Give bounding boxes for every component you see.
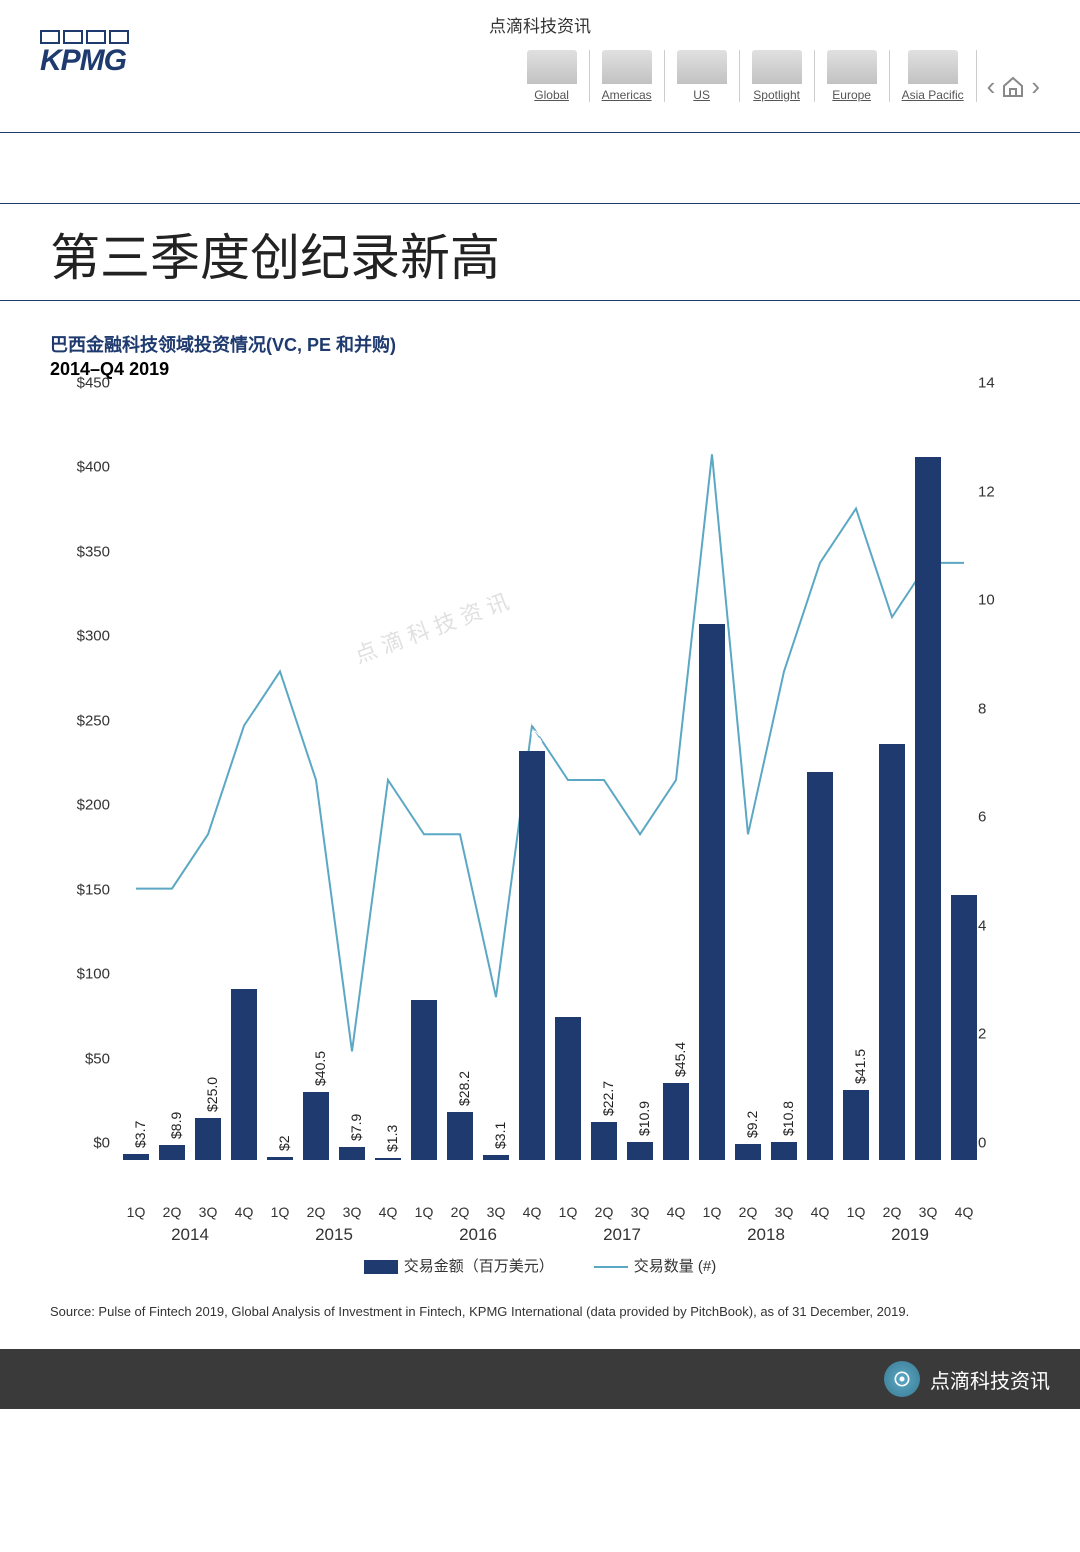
line-swatch-icon — [594, 1266, 628, 1268]
y-axis-left: $0$50$100$150$200$250$300$350$400$450 — [50, 400, 110, 1160]
nav: Global Americas US Spotlight Europe Asia… — [515, 30, 1040, 102]
legend-bar: 交易金额（百万美元） — [364, 1255, 554, 1276]
combo-chart: 点滴科技资讯 $0$50$100$150$200$250$300$350$400… — [50, 400, 1030, 1220]
x-axis-years: 201420152016201720182019 — [118, 1225, 982, 1245]
page: KPMG 点滴科技资讯 Global Americas US Spotlight… — [0, 0, 1080, 1409]
plot-area: $3.7$8.9$25.0$101.0$2$40.5$7.9$1.3$94.7$… — [118, 400, 982, 1160]
footer-name: 点滴科技资讯 — [930, 1365, 1050, 1394]
nav-asia[interactable]: Asia Pacific — [890, 50, 977, 102]
footer-avatar-icon — [884, 1361, 920, 1397]
nav-arrows: ‹ › — [977, 71, 1040, 102]
footer: 点滴科技资讯 — [0, 1349, 1080, 1409]
subtitle-primary: 巴西金融科技领域投资情况(VC, PE 和并购) — [0, 331, 1080, 357]
divider — [0, 300, 1080, 301]
x-axis-quarters: 1Q2Q3Q4Q1Q2Q3Q4Q1Q2Q3Q4Q1Q2Q3Q4Q1Q2Q3Q4Q… — [118, 1204, 982, 1220]
bar-series: $3.7$8.9$25.0$101.0$2$40.5$7.9$1.3$94.7$… — [118, 400, 982, 1160]
nav-us[interactable]: US — [665, 50, 740, 102]
logo-boxes — [40, 30, 129, 44]
home-icon[interactable] — [1001, 75, 1025, 99]
header-top-title: 点滴科技资讯 — [489, 12, 591, 37]
americas-icon — [602, 50, 652, 84]
europe-icon — [827, 50, 877, 84]
header: KPMG 点滴科技资讯 Global Americas US Spotlight… — [0, 0, 1080, 112]
us-icon — [677, 50, 727, 84]
divider — [0, 132, 1080, 133]
spotlight-icon — [752, 50, 802, 84]
nav-global[interactable]: Global — [515, 50, 590, 102]
source-text: Source: Pulse of Fintech 2019, Global An… — [0, 1296, 1080, 1349]
globe-icon — [527, 50, 577, 84]
nav-europe[interactable]: Europe — [815, 50, 890, 102]
subtitle-range: 2014–Q4 2019 — [0, 357, 1080, 400]
page-title: 第三季度创纪录新高 — [0, 204, 1080, 300]
chevron-right-icon[interactable]: › — [1031, 71, 1040, 102]
chevron-left-icon[interactable]: ‹ — [987, 71, 996, 102]
kpmg-logo: KPMG — [40, 30, 129, 78]
bar-swatch-icon — [364, 1260, 398, 1274]
asia-icon — [908, 50, 958, 84]
legend-line: 交易数量 (#) — [594, 1255, 717, 1276]
logo-text: KPMG — [40, 44, 129, 78]
nav-americas[interactable]: Americas — [590, 50, 665, 102]
nav-spotlight[interactable]: Spotlight — [740, 50, 815, 102]
